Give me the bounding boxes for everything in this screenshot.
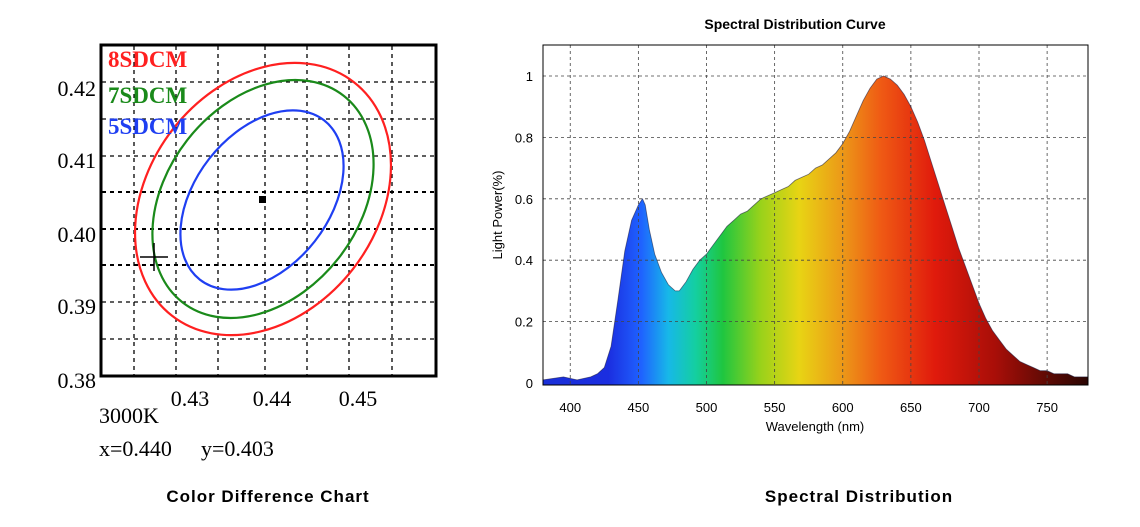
cdc-x-tick-0: 0.43 xyxy=(171,386,210,411)
spd-y-tick-2: 0.4 xyxy=(515,253,533,268)
cdc-grid xyxy=(102,46,435,375)
spd-x-tick-3: 550 xyxy=(764,400,786,415)
cdc-x-tick-2: 0.45 xyxy=(339,386,378,411)
spd-y-tick-labels: 0 0.2 0.4 0.6 0.8 1 xyxy=(515,69,533,391)
spd-x-tick-4: 600 xyxy=(832,400,854,415)
spd-x-tick-2: 500 xyxy=(696,400,718,415)
spd-area-fill xyxy=(543,76,1088,385)
spd-area xyxy=(543,76,1088,385)
cdc-y-tick-3: 0.39 xyxy=(58,294,97,319)
spd-x-tick-1: 450 xyxy=(628,400,650,415)
cdc-y-tick-0: 0.42 xyxy=(58,76,97,101)
spd-x-tick-labels: 400 450 500 550 600 650 700 750 xyxy=(559,400,1058,415)
spd-caption: Spectral Distribution xyxy=(765,487,953,506)
spd-y-tick-3: 0.6 xyxy=(515,192,533,207)
spd-x-tick-7: 750 xyxy=(1036,400,1058,415)
ellipse-8sdcm xyxy=(133,61,393,337)
spd-curve-line xyxy=(542,75,1088,381)
cdc-x-tick-1: 0.44 xyxy=(253,386,292,411)
y-readout: y=0.403 xyxy=(201,436,274,461)
cdc-y-tick-labels: 0.42 0.41 0.40 0.39 0.38 xyxy=(58,76,97,393)
cdc-y-tick-4: 0.38 xyxy=(58,368,97,393)
spd-x-axis-label: Wavelength (nm) xyxy=(766,419,865,434)
cdc-y-tick-2: 0.40 xyxy=(58,222,97,247)
x-readout: x=0.440 xyxy=(99,436,172,461)
crosshair-marker xyxy=(140,243,168,271)
spd-y-tick-4: 0.8 xyxy=(515,130,533,145)
spd-x-tick-5: 650 xyxy=(900,400,922,415)
spd-title: Spectral Distribution Curve xyxy=(704,16,885,32)
spectral-distribution-chart: Spectral Distribution Curve 0 0.2 0.4 0.6 0.… xyxy=(490,16,1089,506)
ellipse-7sdcm xyxy=(151,78,375,320)
spd-y-tick-1: 0.2 xyxy=(515,315,533,330)
legend-5sdcm: 5SDCM xyxy=(108,114,188,139)
spd-y-axis-label: Light Power(%) xyxy=(490,171,505,260)
spd-grid xyxy=(543,45,1088,385)
center-point-marker xyxy=(259,196,266,203)
cdc-legend: 8SDCM 7SDCM 5SDCM xyxy=(108,47,188,139)
cdc-x-tick-labels: 0.43 0.44 0.45 xyxy=(171,386,378,411)
cdc-plot-frame xyxy=(99,43,438,378)
legend-8sdcm: 8SDCM xyxy=(108,47,188,72)
color-difference-chart: 8SDCM 7SDCM 5SDCM 0.42 0.41 0.40 0.39 0.… xyxy=(58,43,438,506)
cdc-ellipses xyxy=(133,61,393,337)
cct-readout: 3000K xyxy=(99,403,159,428)
spd-y-tick-5: 1 xyxy=(526,69,533,84)
legend-7sdcm: 7SDCM xyxy=(108,83,188,108)
cdc-caption: Color Difference Chart xyxy=(166,487,369,506)
spd-plot-frame xyxy=(542,44,1089,386)
spd-x-tick-0: 400 xyxy=(559,400,581,415)
cdc-y-tick-1: 0.41 xyxy=(58,148,97,173)
cdc-readout: 3000K x=0.440 y=0.403 xyxy=(99,403,274,461)
spd-x-tick-6: 700 xyxy=(968,400,990,415)
spd-y-tick-0: 0 xyxy=(526,376,533,391)
ellipse-5sdcm xyxy=(179,109,345,291)
